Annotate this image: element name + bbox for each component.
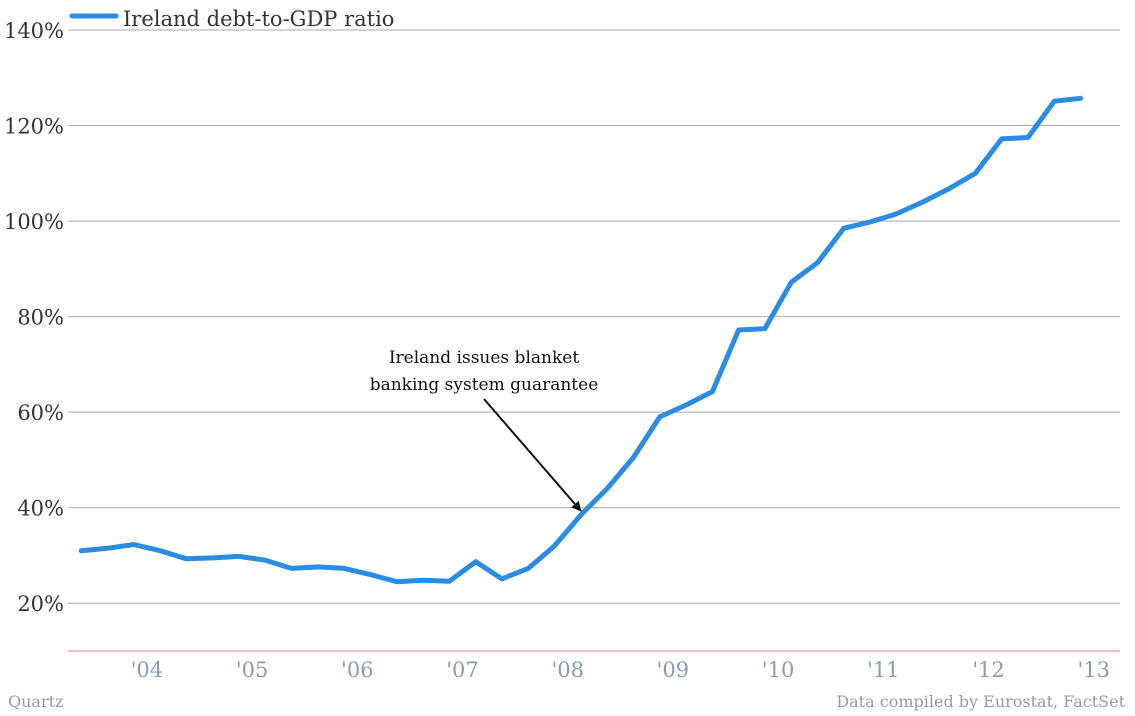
- annotation-line-1: Ireland issues blanket: [389, 348, 579, 368]
- gridlines: [68, 29, 1120, 604]
- x-tick-label: '12: [972, 658, 1005, 682]
- y-tick-label: 80%: [17, 306, 64, 330]
- legend: Ireland debt-to-GDP ratio: [69, 7, 394, 31]
- y-tick-label: 140%: [4, 19, 64, 43]
- y-tick-label: 40%: [17, 497, 64, 521]
- x-tick-label: '07: [446, 658, 479, 682]
- annotation: Ireland issues blanket banking system gu…: [370, 348, 599, 512]
- x-tick-label: '09: [657, 658, 690, 682]
- x-tick-label: '04: [131, 658, 164, 682]
- x-axis-ticks: '04 '05 '06 '07 '08 '09 '10 '11 '12 '13: [131, 658, 1110, 682]
- y-axis-ticks: 20% 40% 60% 80% 100% 120% 140%: [4, 19, 64, 616]
- y-tick-label: 20%: [17, 592, 64, 616]
- x-tick-label: '05: [236, 658, 269, 682]
- x-tick-label: '11: [867, 658, 900, 682]
- x-tick-label: '08: [551, 658, 584, 682]
- series-line: [78, 95, 1084, 585]
- x-tick-label: '13: [1077, 658, 1110, 682]
- x-tick-label: '06: [341, 658, 374, 682]
- footer-source-right: Data compiled by Eurostat, FactSet: [836, 692, 1125, 711]
- y-tick-label: 60%: [17, 401, 64, 425]
- x-tick-label: '10: [762, 658, 795, 682]
- annotation-line-2: banking system guarantee: [370, 375, 599, 395]
- series-lines: [78, 95, 1084, 585]
- annotation-arrow: [483, 398, 582, 512]
- legend-label: Ireland debt-to-GDP ratio: [123, 7, 394, 31]
- footer-source-left: Quartz: [8, 692, 63, 711]
- y-tick-label: 100%: [4, 210, 64, 234]
- y-tick-label: 120%: [4, 115, 64, 139]
